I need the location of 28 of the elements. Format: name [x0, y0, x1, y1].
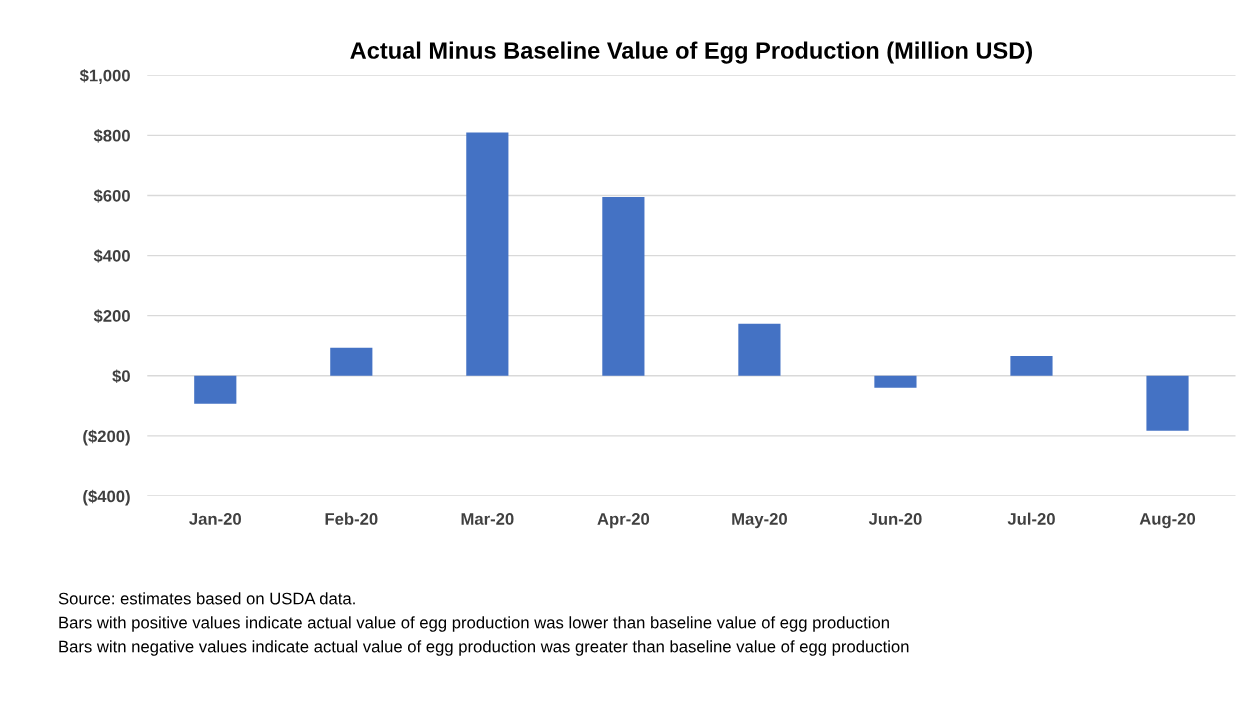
y-tick-label: $0 — [112, 369, 130, 384]
x-tick-label: Jul-20 — [1007, 512, 1055, 525]
y-tick-label: ($400) — [83, 489, 130, 506]
bar — [466, 132, 509, 376]
text: Bars witn negative values indicate actual value of egg production was greater than baseline value of egg production — [59, 640, 909, 656]
y-tick-label: $400 — [93, 249, 130, 263]
x-tick-label: Mar-20 — [461, 513, 514, 525]
y-tick-label: $1,000 — [79, 68, 130, 84]
x-tick-label: Feb-20 — [325, 512, 378, 525]
bar — [194, 375, 237, 404]
bar — [602, 196, 645, 376]
bar — [738, 323, 781, 376]
x-tick-label: Jun-20 — [868, 513, 922, 525]
y-tick-label: $800 — [93, 129, 130, 143]
chart-title: Actual Minus Baseline Value of Egg Production (Million USD) — [350, 41, 1032, 64]
x-tick-label: Apr-20 — [597, 513, 650, 529]
source-note: Source: estimates based on USDA data. — [58, 592, 355, 605]
bar — [1146, 375, 1189, 431]
y-tick-label: $600 — [93, 189, 130, 203]
bar — [330, 347, 373, 376]
x-tick-label: Aug-20 — [1139, 512, 1196, 529]
y-tick-label: $200 — [93, 309, 130, 323]
bar — [1010, 355, 1053, 376]
y-tick-label: ($200) — [83, 429, 130, 446]
bar — [874, 375, 917, 388]
text: Bars with positive values indicate actual value of egg production was lower than baseline value of egg production — [59, 616, 889, 632]
x-tick-label: May-20 — [732, 513, 787, 529]
x-tick-label: Jan-20 — [189, 513, 241, 525]
